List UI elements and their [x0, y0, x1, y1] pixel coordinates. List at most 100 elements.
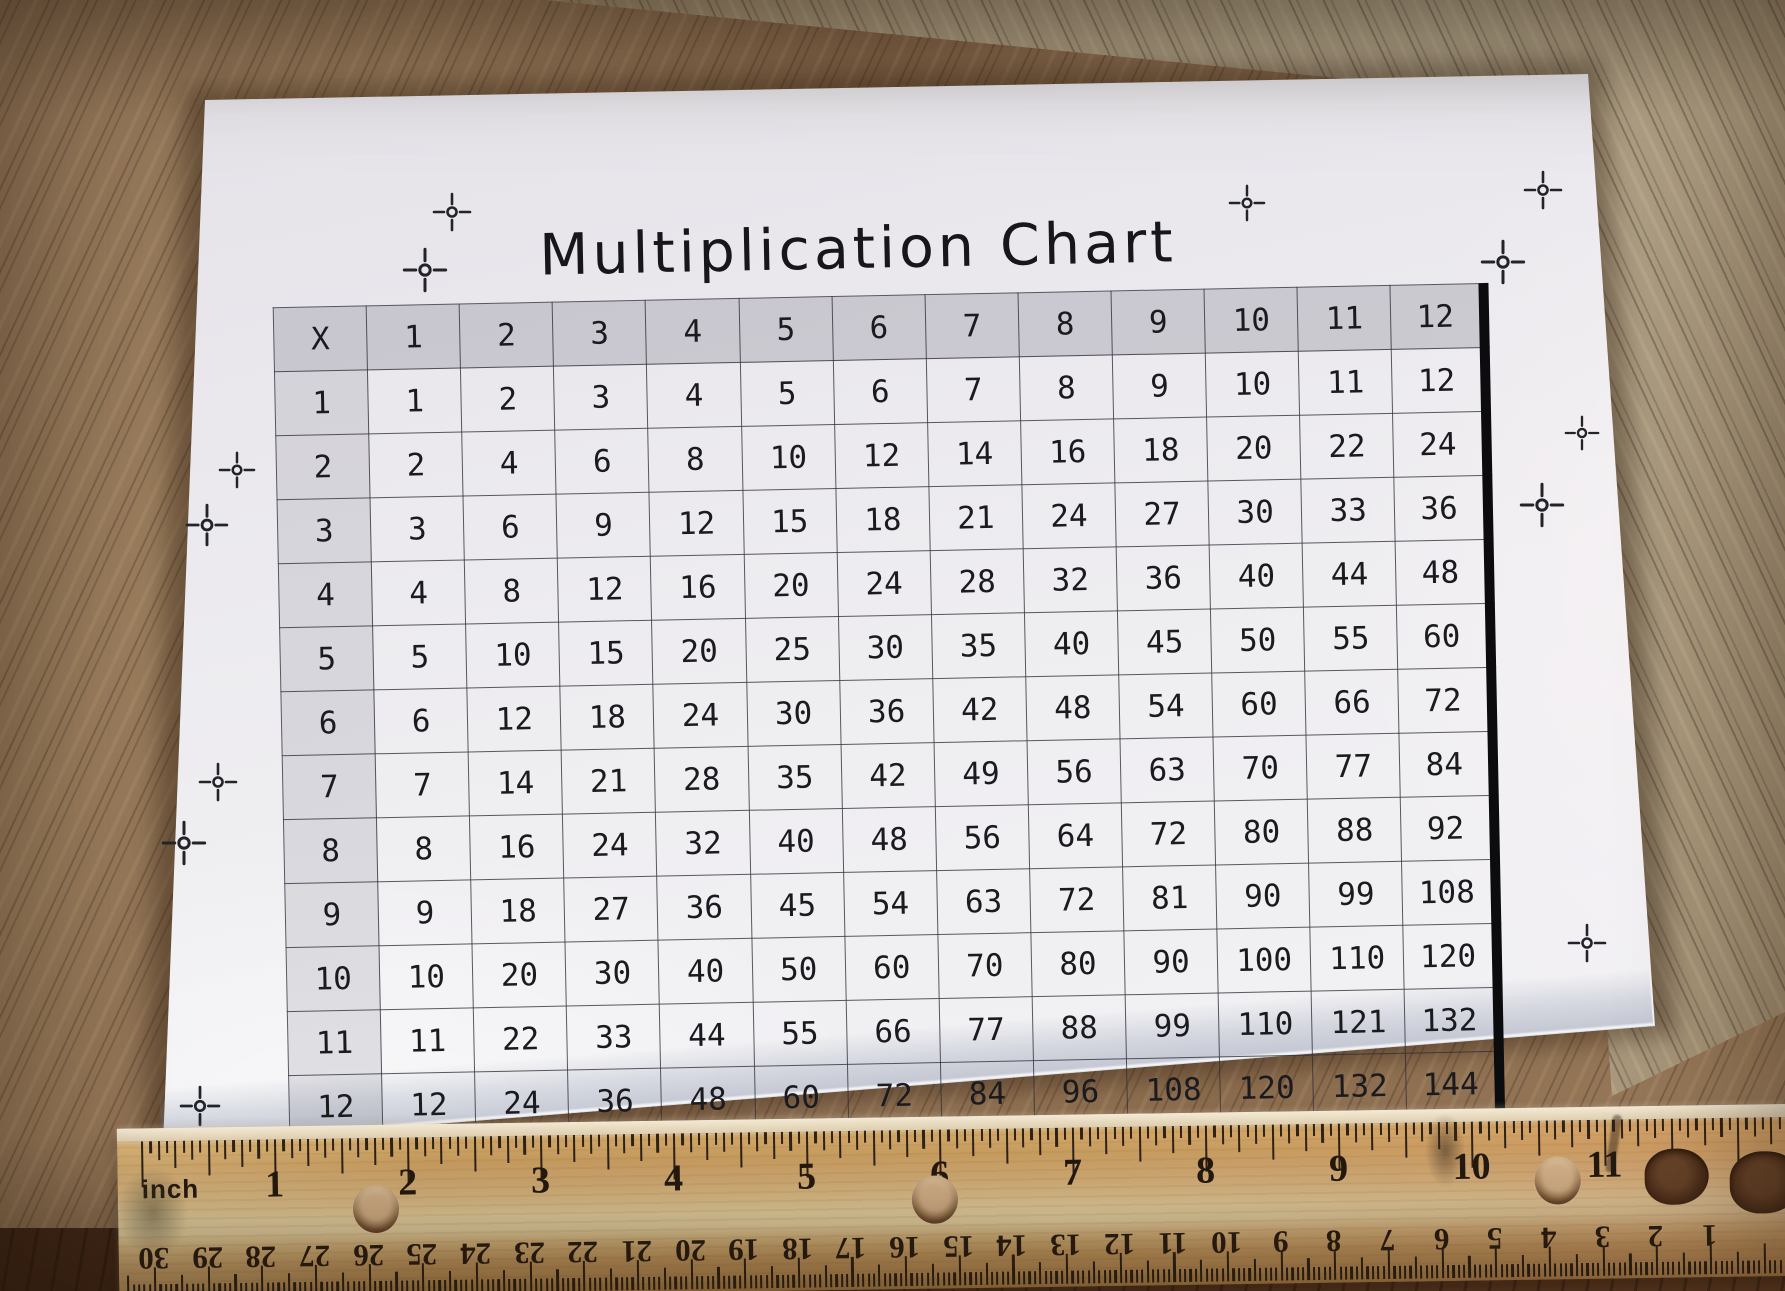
table-cell: 108 [1401, 859, 1497, 926]
cm-tick [256, 1282, 259, 1291]
cm-tick [400, 1280, 404, 1291]
ruler-smudge [117, 1165, 189, 1259]
cm-tick [1393, 1265, 1396, 1279]
cm-tick [743, 1258, 747, 1289]
inch-tick [1046, 1127, 1050, 1140]
table-cell: 81 [1122, 864, 1217, 931]
sparkle-icon [179, 1085, 221, 1127]
cm-tick [604, 1277, 608, 1291]
inch-tick [1013, 1128, 1017, 1141]
cm-tick [298, 1282, 302, 1291]
inch-tick [506, 1135, 510, 1164]
cm-tick [1377, 1266, 1380, 1280]
cm-tick [1076, 1270, 1080, 1284]
cm-tick [1425, 1265, 1428, 1279]
inch-tick [997, 1128, 1000, 1141]
cm-tick [406, 1280, 409, 1291]
inch-tick [922, 1129, 925, 1149]
cm-tick [1473, 1264, 1477, 1278]
ruler-hole [352, 1184, 400, 1234]
inch-tick [1246, 1125, 1249, 1138]
inch-tick [847, 1130, 850, 1143]
inch-tick [697, 1133, 701, 1146]
cm-tick [1350, 1266, 1353, 1280]
table-cell: 66 [845, 998, 941, 1065]
cm-tick [1157, 1269, 1160, 1283]
cm-tick [1441, 1248, 1444, 1279]
cm-tick [958, 1255, 962, 1286]
cm-tick [202, 1283, 205, 1291]
table-cell: 15 [742, 488, 837, 555]
cm-tick [1602, 1245, 1605, 1276]
row-header-cell: 7 [282, 753, 377, 820]
column-header-cell: 5 [738, 296, 834, 363]
cm-tick [266, 1282, 270, 1291]
table-cell: 63 [1119, 736, 1215, 803]
cm-tick [229, 1283, 232, 1291]
cm-tick [1398, 1265, 1402, 1279]
cm-tick [561, 1278, 565, 1291]
table-cell: 80 [1030, 930, 1126, 997]
table-cell: 63 [936, 868, 1031, 935]
cm-tick [475, 1262, 479, 1291]
cm-tick [647, 1276, 651, 1290]
inch-tick [415, 1137, 418, 1150]
cm-tick [1028, 1271, 1031, 1285]
cm-tick [1049, 1270, 1053, 1284]
inch-tick [972, 1129, 975, 1157]
cm-tick [1779, 1260, 1782, 1274]
inch-tick [249, 1139, 252, 1152]
cm-tick [1575, 1254, 1579, 1277]
cm-tick [577, 1277, 581, 1291]
cm-tick [1704, 1261, 1707, 1275]
cm-tick [969, 1272, 972, 1286]
cm-tick [754, 1275, 758, 1289]
cm-tick [438, 1280, 441, 1291]
cm-tick [674, 1276, 677, 1290]
table-cell: 16 [469, 814, 565, 880]
table-cell: 7 [926, 356, 1021, 423]
table-cell: 54 [1118, 673, 1214, 739]
table-cell: 42 [840, 742, 936, 809]
table-cell: 99 [1308, 861, 1404, 928]
table-cell: 48 [1395, 539, 1490, 606]
cm-tick [427, 1280, 431, 1291]
column-header-cell: 2 [459, 302, 554, 369]
cm-tick [127, 1275, 130, 1291]
inch-tick [781, 1131, 784, 1144]
inch-tick [1753, 1117, 1756, 1137]
cm-tick [749, 1275, 752, 1289]
cm-tick [1259, 1267, 1262, 1281]
table-cell: 40 [658, 938, 753, 1005]
cm-tick [921, 1272, 924, 1286]
table-cell: 40 [748, 808, 844, 875]
inch-tick [1354, 1123, 1357, 1143]
inch-tick [548, 1135, 551, 1148]
cm-tick [1640, 1262, 1643, 1276]
cm-tick [534, 1278, 538, 1291]
table-cell: 54 [843, 870, 938, 937]
cm-tick [609, 1268, 613, 1291]
cm-tick [964, 1272, 967, 1286]
cm-tick [1312, 1267, 1316, 1281]
cm-tick [1023, 1271, 1026, 1285]
table-cell: 77 [938, 996, 1034, 1063]
table-cell: 24 [1392, 411, 1488, 478]
cm-tick [636, 1260, 640, 1291]
inch-tick [623, 1134, 626, 1154]
cm-tick [856, 1273, 860, 1287]
wood-knot [1729, 1150, 1785, 1214]
cm-tick [1463, 1264, 1466, 1278]
inch-tick [440, 1136, 443, 1164]
inch-tick [348, 1138, 352, 1151]
cm-tick [1715, 1261, 1718, 1275]
row-header-cell: 3 [277, 497, 372, 564]
cm-tick [717, 1266, 720, 1289]
inch-tick [880, 1130, 884, 1143]
inch-tick [1288, 1124, 1291, 1144]
inch-tick [373, 1137, 377, 1165]
cm-tick [191, 1283, 195, 1291]
inch-tick [1728, 1117, 1731, 1130]
cm-tick [529, 1261, 533, 1291]
cm-tick [867, 1273, 870, 1287]
